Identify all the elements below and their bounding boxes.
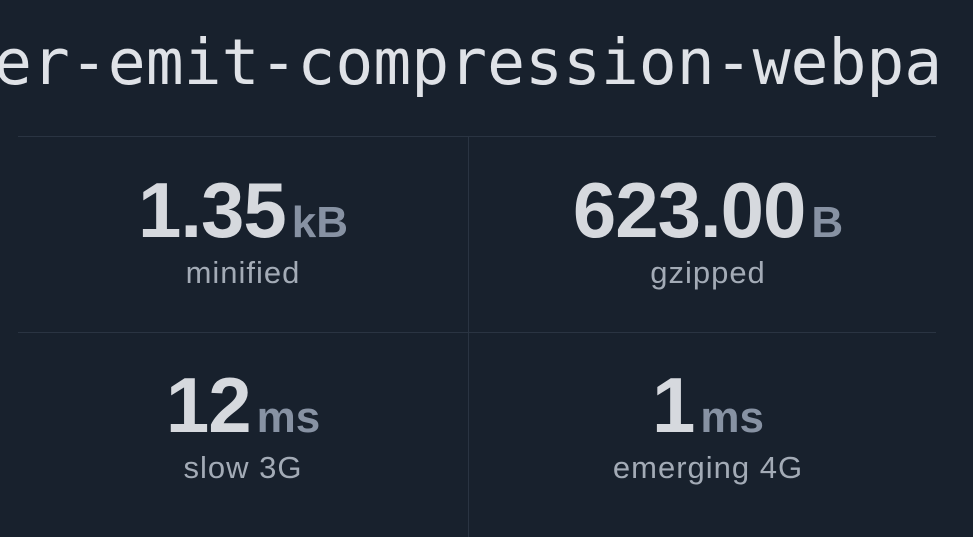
stat-value: 12	[165, 361, 252, 449]
stat-label: slow 3G	[183, 450, 303, 485]
stat-label: emerging 4G	[612, 450, 804, 485]
column-divider	[468, 137, 469, 537]
stat-label: gzipped	[650, 255, 766, 290]
stat-emerging-4g: 1 ms emerging 4G	[483, 332, 933, 527]
stat-unit: kB	[291, 198, 349, 247]
stats-grid: 1.35 kB minified 623.00 B gzipped 12 ms slo…	[18, 136, 936, 537]
stat-value: 1	[652, 361, 695, 449]
stat-gzipped: 623.00 B gzipped	[483, 137, 933, 332]
stat-label: minified	[185, 255, 301, 290]
stat-value: 623.00	[572, 166, 807, 254]
stat-slow-3g: 12 ms slow 3G	[18, 332, 468, 527]
stat-minified: 1.35 kB minified	[18, 137, 468, 332]
stat-unit: B	[811, 198, 844, 247]
row-divider	[18, 332, 936, 333]
stat-unit: ms	[700, 393, 764, 442]
package-name-title: er-emit-compression-webpa	[0, 26, 943, 99]
stat-unit: ms	[256, 393, 321, 442]
stat-value: 1.35	[137, 166, 287, 254]
